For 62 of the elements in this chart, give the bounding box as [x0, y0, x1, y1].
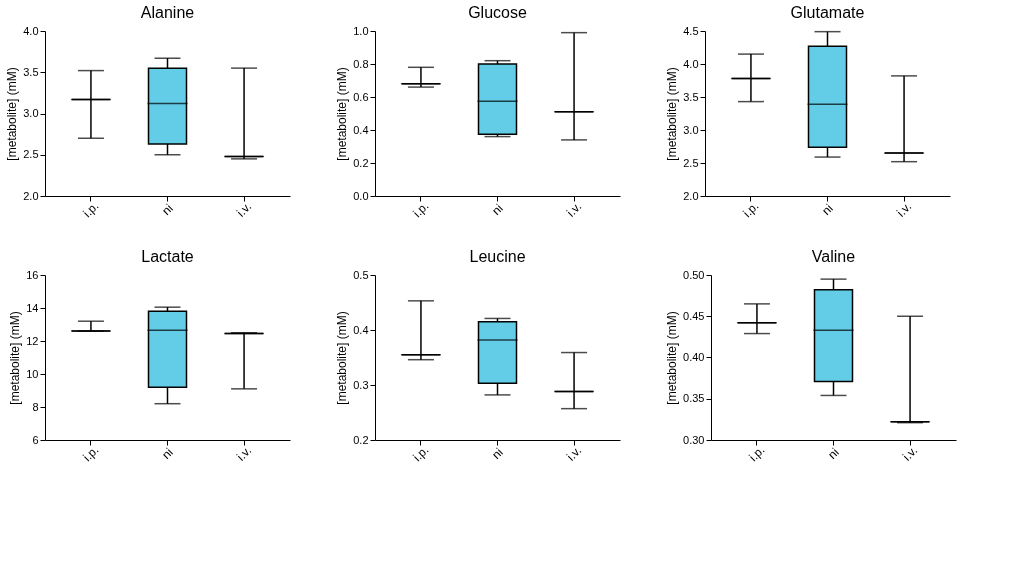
x-tick-label: ni [819, 201, 836, 218]
x-tick-label: i.p. [410, 442, 432, 465]
y-tick-label: 6 [32, 433, 39, 446]
x-tick-label: i.p. [410, 198, 432, 221]
x-tick-label: i.p. [740, 198, 762, 221]
y-tick-label: 2.5 [23, 148, 39, 161]
y-axis-title: [metabolite] (mM) [5, 67, 20, 161]
chart-title: Lactate [141, 248, 194, 265]
y-tick-label: 0.6 [353, 90, 369, 103]
y-axis-title: [metabolite] (mM) [335, 67, 350, 161]
y-tick-label: 2.5 [683, 156, 699, 169]
x-tick-label: i.p. [746, 442, 768, 465]
y-axis-title: [metabolite] (mM) [335, 311, 350, 405]
y-tick-label: 0.8 [353, 57, 369, 70]
y-tick-label: 3.5 [683, 90, 699, 103]
y-tick-label: 0.40 [683, 351, 705, 363]
y-tick-label: 0.4 [353, 323, 369, 336]
x-tick-label: i.v. [900, 443, 921, 464]
chart-title: Valine [811, 248, 856, 265]
x-tick-label: ni [159, 201, 176, 218]
y-tick-label: 4.0 [23, 24, 39, 37]
x-tick-label: i.v. [894, 199, 915, 220]
y-tick-label: 0.5 [353, 268, 369, 281]
y-tick-label: 16 [26, 268, 39, 281]
y-axis-title: [metabolite] (mM) [665, 67, 680, 161]
y-axis-title: [metabolite] (mM) [665, 311, 680, 405]
y-tick-label: 0.2 [353, 156, 369, 169]
y-tick-label: 2.0 [23, 189, 39, 202]
y-tick-label: 1.0 [353, 24, 369, 37]
x-tick-label: i.v. [234, 199, 255, 220]
y-tick-label: 0.30 [683, 433, 705, 446]
y-tick-label: 0.4 [353, 123, 369, 136]
x-tick-label: i.v. [564, 199, 585, 220]
x-tick-label: i.v. [564, 443, 585, 464]
y-tick-label: 3.0 [23, 107, 39, 119]
y-tick-label: 0.3 [353, 378, 369, 391]
x-tick-label: ni [489, 445, 506, 462]
x-tick-label: i.p. [80, 442, 102, 465]
x-tick-label: i.v. [234, 443, 255, 464]
x-tick-label: ni [489, 201, 506, 218]
y-tick-label: 14 [26, 301, 39, 314]
x-tick-label: i.p. [80, 198, 102, 221]
y-tick-label: 4.5 [683, 24, 699, 37]
y-tick-label: 3.0 [683, 123, 699, 136]
y-tick-label: 0.35 [683, 392, 705, 405]
chart-title: Glucose [468, 4, 527, 21]
y-tick-label: 0.2 [353, 433, 369, 446]
y-tick-label: 2.0 [683, 189, 699, 202]
y-tick-label: 0.0 [353, 189, 369, 202]
y-tick-label: 10 [26, 367, 39, 380]
y-axis-title: [metabolite] (mM) [8, 311, 23, 405]
chart-title: Leucine [469, 248, 526, 265]
y-tick-label: 12 [26, 334, 39, 347]
chart-title: Glutamate [790, 4, 865, 21]
y-tick-label: 8 [32, 400, 39, 413]
y-tick-label: 0.50 [683, 268, 705, 281]
y-tick-label: 3.5 [23, 65, 39, 78]
y-tick-label: 4.0 [683, 57, 699, 70]
chart-title: Alanine [140, 4, 195, 21]
x-tick-label: ni [825, 445, 842, 462]
y-tick-label: 0.45 [683, 309, 705, 322]
x-tick-label: ni [159, 445, 176, 462]
